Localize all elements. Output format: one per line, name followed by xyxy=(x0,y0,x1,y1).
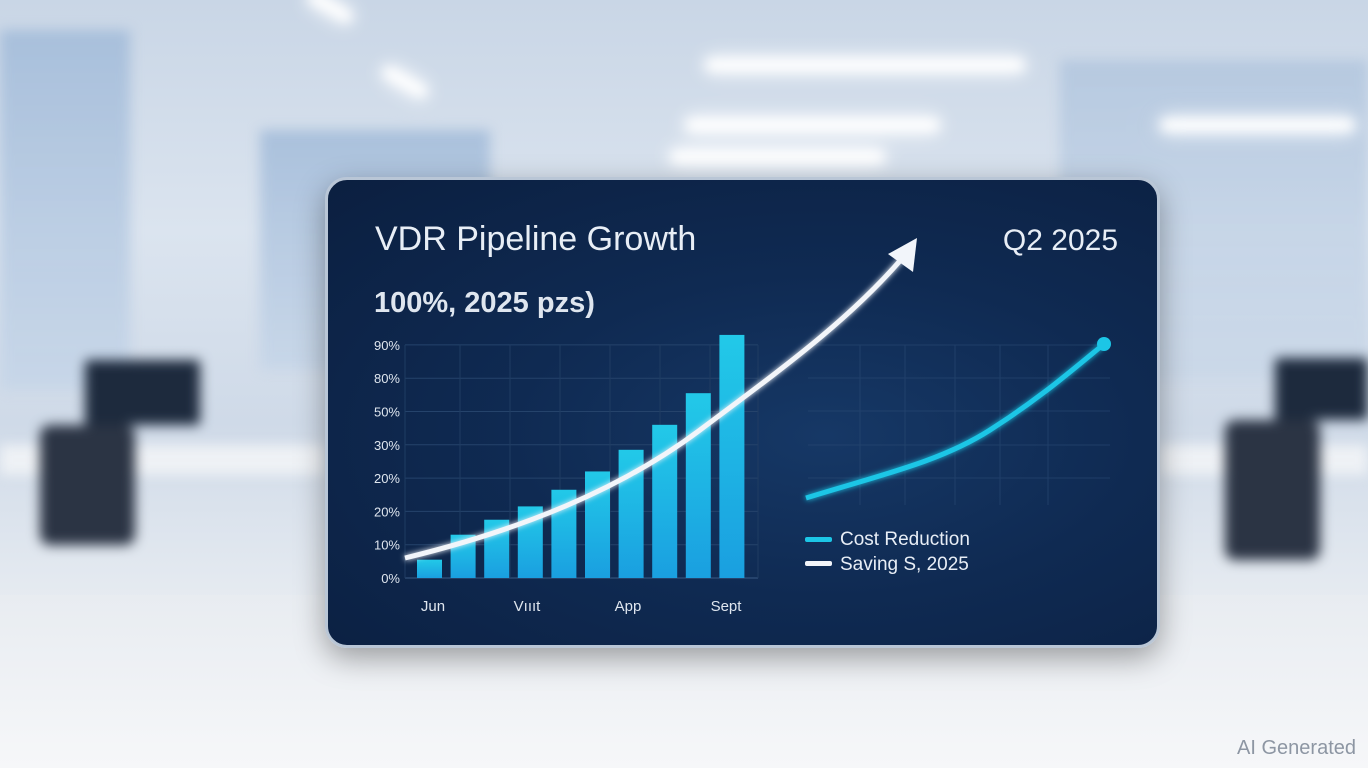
y-tick-label: 80% xyxy=(374,371,400,386)
right-grid xyxy=(808,344,1110,505)
y-tick-label: 50% xyxy=(374,405,400,420)
bar xyxy=(685,393,711,578)
trend-line xyxy=(404,253,907,561)
bar xyxy=(719,334,745,578)
cost-reduction-line xyxy=(805,342,1106,501)
legend-saving: Saving S, 2025 xyxy=(840,554,969,575)
legend-swatch-cost xyxy=(805,537,832,542)
y-tick-label: 20% xyxy=(374,471,400,486)
y-tick-label: 20% xyxy=(374,504,400,519)
cost-reduction-endpoint xyxy=(1097,337,1111,351)
x-tick-label: Jun xyxy=(421,598,445,615)
y-tick-label: 0% xyxy=(381,571,400,586)
y-tick-label: 30% xyxy=(374,438,400,453)
x-tick-label: Sept xyxy=(711,598,743,615)
legend-cost-reduction: Cost Reduction xyxy=(840,529,970,550)
x-tick-label: Vıııt xyxy=(514,598,542,615)
legend-swatch-saving xyxy=(805,561,832,566)
y-tick-label: 90% xyxy=(374,338,400,353)
chart-subtitle: 100%, 2025 pzs) xyxy=(374,287,595,319)
chart-period: Q2 2025 xyxy=(1002,224,1118,257)
x-tick-label: App xyxy=(615,598,642,615)
y-tick-label: 10% xyxy=(374,538,400,553)
trend-arrow-head xyxy=(888,238,917,272)
bar xyxy=(417,559,442,578)
chart-title: VDR Pipeline Growth xyxy=(375,220,697,258)
watermark: AI Generated xyxy=(1237,737,1356,759)
